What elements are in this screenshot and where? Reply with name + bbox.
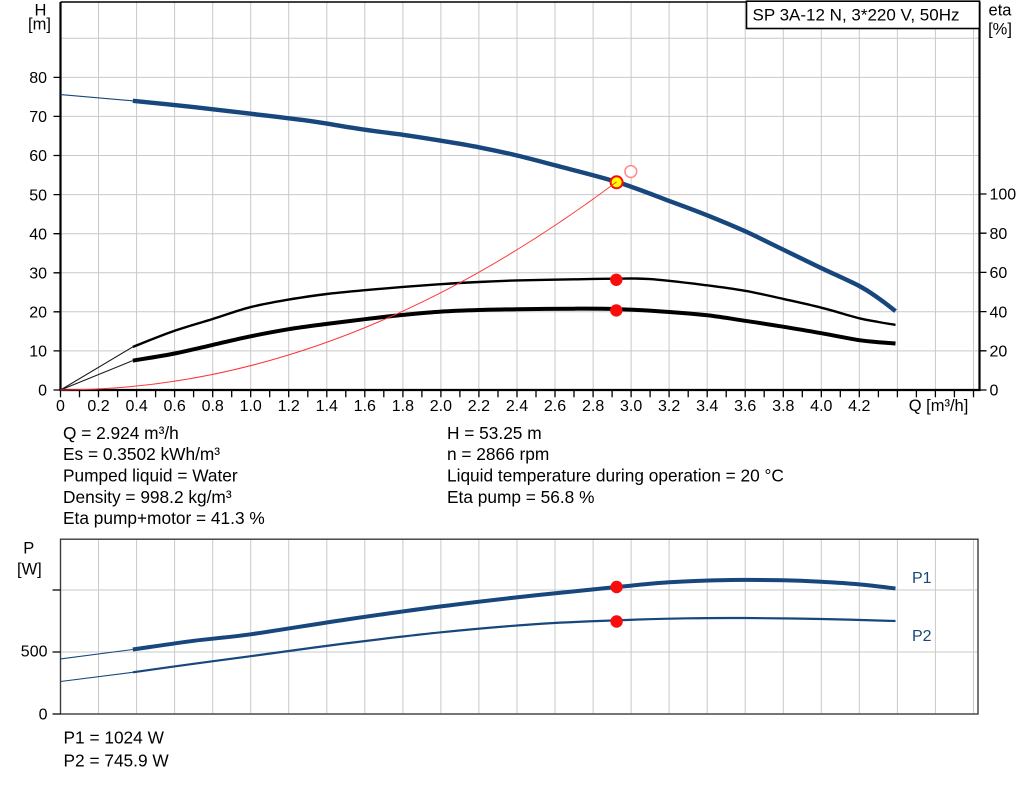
svg-text:3.8: 3.8 bbox=[772, 398, 794, 415]
svg-text:80: 80 bbox=[990, 226, 1008, 243]
svg-text:3.0: 3.0 bbox=[620, 398, 642, 415]
svg-text:3.2: 3.2 bbox=[658, 398, 680, 415]
svg-text:2.4: 2.4 bbox=[506, 398, 528, 415]
svg-text:0: 0 bbox=[990, 383, 999, 400]
svg-text:70: 70 bbox=[29, 109, 47, 126]
svg-text:0: 0 bbox=[38, 383, 47, 400]
svg-text:1.4: 1.4 bbox=[316, 398, 338, 415]
svg-text:4.2: 4.2 bbox=[848, 398, 870, 415]
svg-text:n = 2866 rpm: n = 2866 rpm bbox=[447, 444, 549, 464]
svg-text:1.2: 1.2 bbox=[278, 398, 300, 415]
svg-text:0: 0 bbox=[39, 706, 48, 723]
svg-text:30: 30 bbox=[29, 266, 47, 283]
svg-text:P: P bbox=[23, 540, 34, 558]
svg-text:60: 60 bbox=[29, 148, 47, 165]
svg-text:H = 53.25 m: H = 53.25 m bbox=[447, 423, 542, 443]
svg-text:SP 3A-12 N, 3*220 V, 50Hz: SP 3A-12 N, 3*220 V, 50Hz bbox=[753, 6, 960, 25]
svg-text:2.8: 2.8 bbox=[582, 398, 604, 415]
svg-text:1.6: 1.6 bbox=[354, 398, 376, 415]
svg-text:Pumped liquid = Water: Pumped liquid = Water bbox=[63, 466, 238, 486]
svg-text:P1: P1 bbox=[912, 570, 932, 587]
svg-text:3.6: 3.6 bbox=[734, 398, 756, 415]
svg-text:1.8: 1.8 bbox=[392, 398, 414, 415]
svg-text:1.0: 1.0 bbox=[240, 398, 262, 415]
svg-text:[W]: [W] bbox=[17, 561, 42, 579]
svg-text:0.4: 0.4 bbox=[125, 398, 147, 415]
svg-text:Eta pump = 56.8 %: Eta pump = 56.8 % bbox=[447, 487, 594, 507]
svg-text:Liquid temperature during oper: Liquid temperature during operation = 20… bbox=[447, 466, 784, 486]
svg-text:P2 = 745.9 W: P2 = 745.9 W bbox=[64, 751, 170, 771]
svg-text:[%]: [%] bbox=[988, 21, 1012, 39]
svg-text:60: 60 bbox=[990, 265, 1008, 282]
svg-text:Q = 2.924 m³/h: Q = 2.924 m³/h bbox=[63, 423, 179, 443]
svg-text:Eta pump+motor = 41.3 %: Eta pump+motor = 41.3 % bbox=[63, 508, 265, 528]
svg-text:40: 40 bbox=[29, 226, 47, 243]
svg-text:eta: eta bbox=[989, 2, 1013, 20]
svg-text:20: 20 bbox=[990, 344, 1008, 361]
svg-text:4.0: 4.0 bbox=[810, 398, 832, 415]
svg-text:50: 50 bbox=[29, 187, 47, 204]
svg-text:3.4: 3.4 bbox=[696, 398, 718, 415]
svg-text:100: 100 bbox=[990, 187, 1017, 204]
svg-text:Es = 0.3502 kWh/m³: Es = 0.3502 kWh/m³ bbox=[63, 444, 220, 464]
svg-text:40: 40 bbox=[990, 304, 1008, 321]
svg-text:[m]: [m] bbox=[28, 16, 51, 34]
svg-text:Density = 998.2 kg/m³: Density = 998.2 kg/m³ bbox=[63, 487, 232, 507]
svg-text:10: 10 bbox=[29, 344, 47, 361]
svg-text:P2: P2 bbox=[912, 628, 932, 645]
svg-text:80: 80 bbox=[29, 70, 47, 87]
svg-text:2.2: 2.2 bbox=[468, 398, 490, 415]
svg-text:Q [m³/h]: Q [m³/h] bbox=[909, 397, 969, 415]
svg-text:H: H bbox=[35, 2, 47, 20]
svg-text:0.8: 0.8 bbox=[202, 398, 224, 415]
svg-text:0.2: 0.2 bbox=[87, 398, 109, 415]
svg-text:500: 500 bbox=[21, 643, 48, 660]
svg-text:20: 20 bbox=[29, 305, 47, 322]
svg-text:0.6: 0.6 bbox=[163, 398, 185, 415]
svg-text:0: 0 bbox=[56, 398, 65, 415]
svg-text:P1 = 1024 W: P1 = 1024 W bbox=[64, 728, 165, 748]
svg-text:2.0: 2.0 bbox=[430, 398, 452, 415]
svg-text:2.6: 2.6 bbox=[544, 398, 566, 415]
